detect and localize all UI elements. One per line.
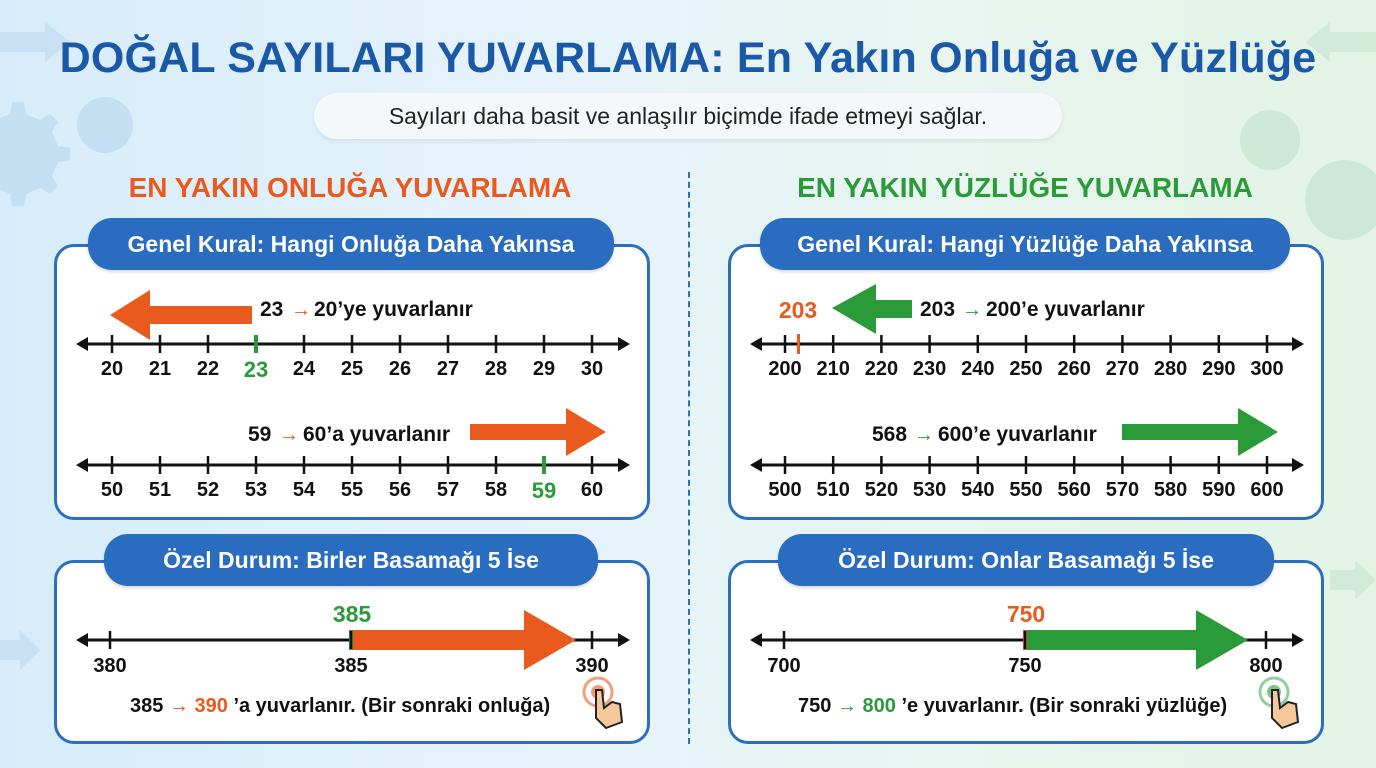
tick-label: 500: [768, 479, 801, 501]
line2-result-text: 600’e yuvarlanır: [938, 423, 1097, 446]
tick-label: 570: [1106, 479, 1139, 501]
tick-label: 54: [293, 479, 316, 501]
line2-result-num: 59: [248, 423, 271, 446]
line1-result-text: 200’e yuvarlanır: [986, 298, 1145, 321]
tick-label: 57: [437, 479, 459, 501]
line1-result-num: 203: [920, 298, 955, 321]
tick-label: 530: [913, 479, 946, 501]
arrow-right-green-big: [1026, 610, 1248, 670]
tick-label: 26: [389, 358, 411, 380]
line2-result-text: 60’a yuvarlanır: [303, 423, 450, 446]
tick-label: 380: [93, 655, 126, 677]
tick-label: 540: [961, 479, 994, 501]
tick-label: 240: [961, 358, 994, 380]
left-section-heading: EN YAKIN ONLUĞA YUVARLAMA: [128, 172, 572, 203]
tick-label: 210: [817, 358, 850, 380]
line1-arrow-glyph: →: [962, 299, 982, 321]
tick-label: 28: [485, 358, 507, 380]
tick-label: 27: [437, 358, 459, 380]
tick-label: 21: [149, 358, 171, 380]
tick-label: 390: [575, 655, 608, 677]
tick-label: 560: [1058, 479, 1091, 501]
tick-label: 53: [245, 479, 267, 501]
tick-label: 280: [1154, 358, 1187, 380]
special-marker-label: 750: [1007, 601, 1045, 627]
gear-icon: [1240, 110, 1300, 170]
line1-arrow-glyph: →: [291, 299, 311, 321]
line2-result-num: 568: [872, 423, 907, 446]
line1-result-num: 23: [260, 298, 283, 321]
tick-label: 385: [334, 655, 367, 677]
left-special-pill: Özel Durum: Birler Basamağı 5 İse: [104, 534, 598, 586]
right-rule-pill: Genel Kural: Hangi Yüzlüğe Daha Yakınsa: [760, 218, 1290, 270]
tick-label: 290: [1202, 358, 1235, 380]
arrow-left-orange: [110, 290, 252, 340]
tick-label: 200: [768, 358, 801, 380]
line2-arrow-glyph: →: [914, 424, 934, 446]
tick-label: 51: [149, 479, 171, 501]
tick-label: 58: [485, 479, 507, 501]
tick-label: 22: [197, 358, 219, 380]
subtitle: Sayıları daha basit ve anlaşılır biçimde…: [314, 93, 1062, 139]
section-divider: [688, 172, 690, 744]
page-title: DOĞAL SAYILARI YUVARLAMA: En Yakın Onluğ…: [59, 34, 1317, 82]
special-explain: 750 → 800 ’e yuvarlanır. (Bir sonraki yü…: [798, 695, 1227, 717]
tick-label: 510: [817, 479, 850, 501]
right-special-line: 750 700 750 800 750 → 800 ’e yuvarlanır. (…: [750, 601, 1304, 730]
tick-label: 29: [533, 358, 555, 380]
tick-label: 55: [341, 479, 363, 501]
tick-label: 600: [1250, 479, 1283, 501]
tick-label: 59: [532, 478, 556, 503]
tick-label: 30: [581, 358, 603, 380]
right-section-heading: EN YAKIN YÜZLÜĞE YUVARLAMA: [797, 172, 1253, 203]
left-rule-pill: Genel Kural: Hangi Onluğa Daha Yakınsa: [88, 218, 614, 270]
gear-icon: [1305, 160, 1376, 240]
tick-label: 56: [389, 479, 411, 501]
tick-label: 580: [1154, 479, 1187, 501]
tick-label: 590: [1202, 479, 1235, 501]
tick-label: 550: [1009, 479, 1042, 501]
right-number-lines: 203 203 → 200’e yuvarlanır 200 210 220 230 2…: [750, 284, 1304, 501]
tick-label: 750: [1008, 655, 1041, 677]
tick-label: 700: [767, 655, 800, 677]
left-special-line: 385 380 385 390 385 → 390 ’a yuvarlanır. (…: [76, 601, 630, 730]
gear-icon: [77, 97, 133, 153]
tick-label: 25: [341, 358, 363, 380]
line2-arrow-glyph: →: [279, 424, 299, 446]
right-special-pill: Özel Durum: Onlar Basamağı 5 İse: [778, 534, 1274, 586]
tick-label: 20: [101, 358, 123, 380]
pointing-hand-icon: [582, 676, 624, 730]
tick-label: 24: [293, 358, 316, 380]
tick-label: 260: [1058, 358, 1091, 380]
tick-label: 520: [865, 479, 898, 501]
line1-marker-label: 203: [779, 297, 817, 323]
line1-result-text: 20’ye yuvarlanır: [314, 298, 473, 321]
gear-icon: [0, 102, 70, 206]
tick-label: 230: [913, 358, 946, 380]
arrow-right-orange-big: [352, 610, 576, 670]
pointing-hand-icon: [1258, 676, 1300, 730]
left-number-lines: 23 → 20’ye yuvarlanır 20 21 22 23 24 25 26 27 28…: [76, 290, 630, 503]
tick-label: 50: [101, 479, 123, 501]
tick-label: 60: [581, 479, 603, 501]
arrow-right-orange: [470, 408, 606, 456]
tick-label: 220: [865, 358, 898, 380]
arrow-right-green: [1122, 408, 1278, 456]
tick-label: 52: [197, 479, 219, 501]
tick-label: 270: [1106, 358, 1139, 380]
tick-label: 300: [1250, 358, 1283, 380]
special-explain: 385 → 390 ’a yuvarlanır. (Bir sonraki on…: [130, 695, 550, 717]
arrow-left-green: [832, 284, 912, 334]
tick-label: 250: [1009, 358, 1042, 380]
tick-label: 23: [244, 357, 268, 382]
special-marker-label: 385: [333, 601, 372, 627]
tick-label: 800: [1249, 655, 1282, 677]
